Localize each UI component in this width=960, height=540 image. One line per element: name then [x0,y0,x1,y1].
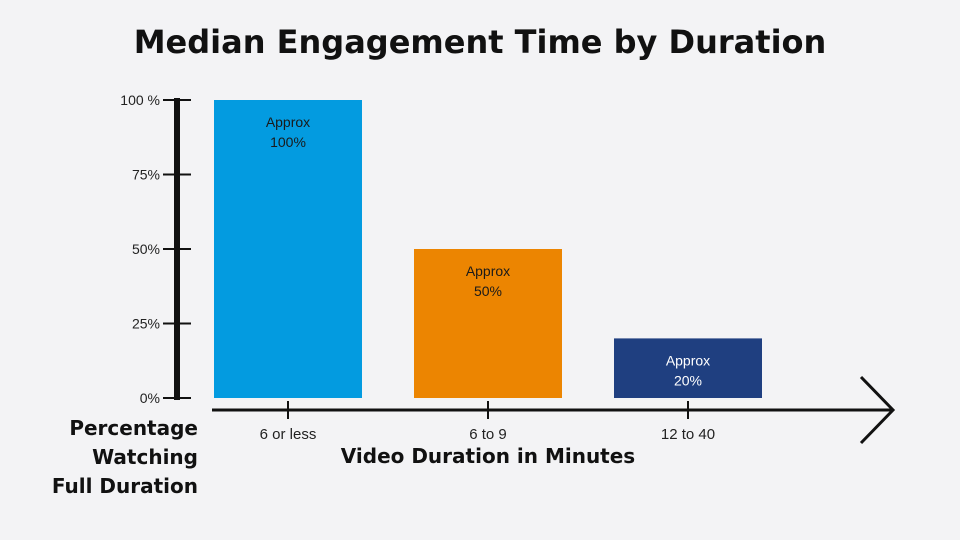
y-tick-label: 75% [132,167,160,183]
bar-data-label: Approx [266,114,310,130]
bar [614,338,762,398]
chart-title: Median Engagement Time by Duration [134,23,827,61]
bars [214,100,762,398]
y-tick-label: 0% [140,390,160,406]
x-axis-title: Video Duration in Minutes [341,444,635,468]
x-axis: 6 or less 6 to 9 12 to 40 [212,375,896,445]
x-axis-arrow [859,375,896,445]
bar-data-label: Approx [666,352,710,368]
y-axis: 0% 25% 50% 75% 100 % [120,92,191,406]
y-tick-label: 25% [132,316,160,332]
bar-data-label: Approx [466,263,510,279]
bar [414,249,562,398]
y-axis-title-line: Full Duration [52,474,198,498]
bar [214,100,362,398]
bar-labels: Approx 100% Approx 50% Approx 20% [266,114,710,388]
x-tick-label: 6 or less [260,426,317,443]
y-tick-label: 100 % [120,92,160,108]
bar-data-label: 20% [674,372,702,388]
x-tick-label: 6 to 9 [469,426,507,443]
y-axis-title: Percentage Watching Full Duration [52,416,198,498]
y-tick-label: 50% [132,241,160,257]
x-tick-label: 12 to 40 [661,426,715,443]
bar-data-label: 100% [270,134,306,150]
bar-data-label: 50% [474,283,502,299]
y-axis-title-line: Watching [92,445,198,469]
y-axis-title-line: Percentage [69,416,198,440]
